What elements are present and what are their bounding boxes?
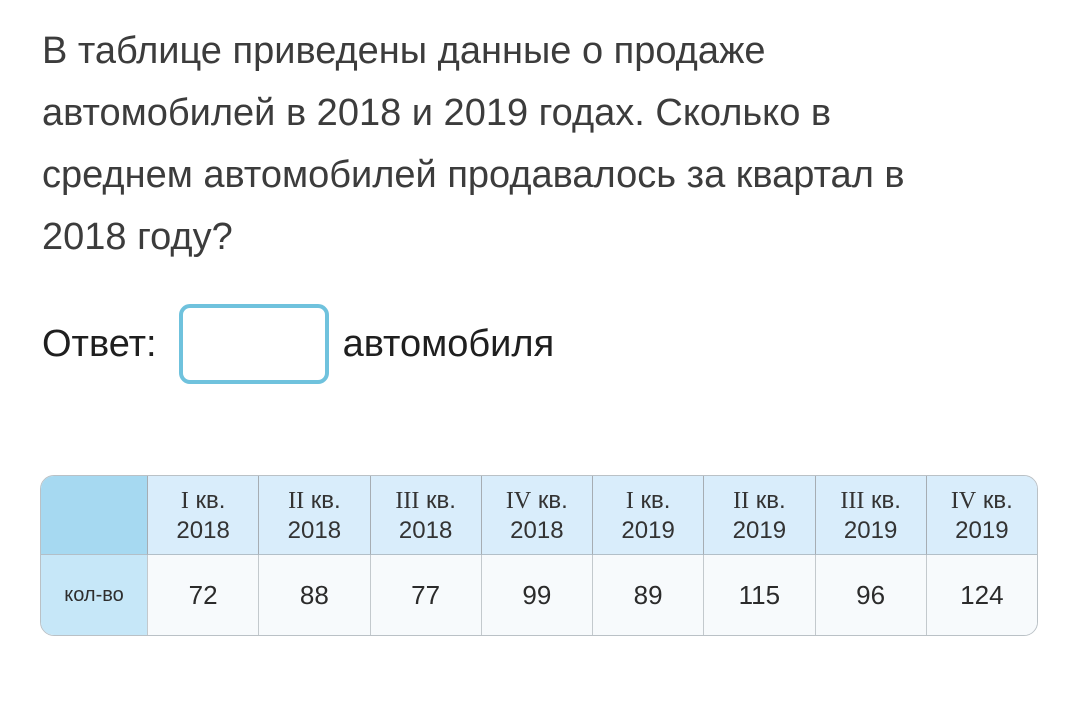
sales-table: I кв. 2018 II кв. 2018 III кв. 2018 IV к… (40, 475, 1038, 636)
value-cell-q1-2018: 72 (147, 555, 259, 635)
question-line: 2018 году? (42, 216, 233, 258)
value-cell-q2-2018: 88 (258, 555, 370, 635)
value-cell-q2-2019: 115 (703, 555, 815, 635)
exercise-page: В таблице приведены данные о продаже авт… (0, 20, 1080, 717)
question-text: В таблице приведены данные о продаже авт… (42, 20, 1042, 268)
col-header-q1-2019: I кв. 2019 (592, 476, 704, 555)
col-header-q2-2019: II кв. 2019 (703, 476, 815, 555)
value-cell-q4-2018: 99 (480, 555, 592, 635)
answer-row: Ответ: автомобиля (42, 304, 1080, 384)
table-corner-cell (41, 476, 147, 555)
row-label: кол-во (41, 555, 147, 635)
answer-unit: автомобиля (342, 323, 555, 365)
col-header-q3-2018: III кв. 2018 (369, 476, 481, 555)
col-header-q4-2018: IV кв. 2018 (480, 476, 592, 555)
question-line: среднем автомобилей продавалось за кварт… (42, 154, 905, 196)
value-cell-q1-2019: 89 (592, 555, 704, 635)
value-cell-q3-2018: 77 (369, 555, 481, 635)
question-line: В таблице приведены данные о продаже (42, 30, 766, 72)
value-cell-q3-2019: 96 (814, 555, 926, 635)
value-cell-q4-2019: 124 (925, 555, 1037, 635)
col-header-q3-2019: III кв. 2019 (814, 476, 926, 555)
question-line: автомобилей в 2018 и 2019 годах. Сколько… (42, 92, 832, 134)
col-header-q4-2019: IV кв. 2019 (925, 476, 1037, 555)
answer-label: Ответ: (42, 323, 157, 365)
answer-input[interactable] (178, 304, 329, 384)
col-header-q1-2018: I кв. 2018 (147, 476, 259, 555)
col-header-q2-2018: II кв. 2018 (258, 476, 370, 555)
